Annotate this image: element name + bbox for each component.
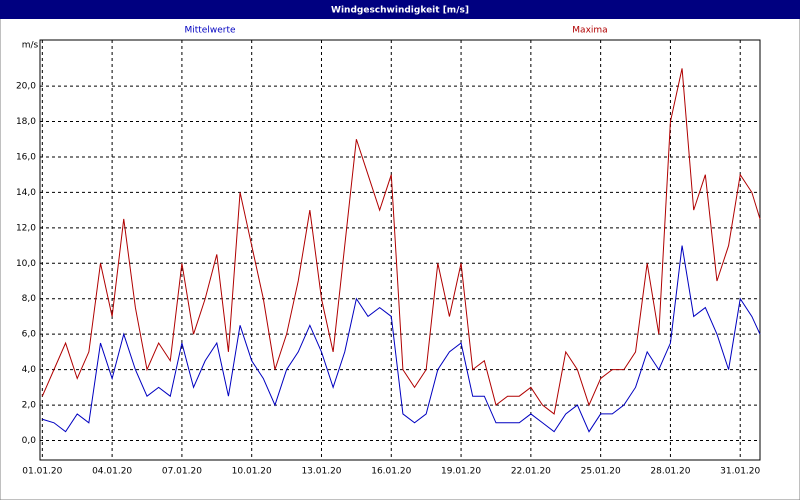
x-tick-label: 25.01.20 [581,467,621,477]
x-tick-label: 01.01.20 [22,467,62,477]
chart-title: Windgeschwindigkeit [m/s] [331,6,469,16]
x-tick-label: 10.01.20 [232,467,272,477]
y-tick-label: 2,0 [22,401,37,411]
series-line [42,245,761,433]
x-tick-label: 31.01.20 [720,467,760,477]
y-tick-label: 12,0 [16,223,36,233]
x-tick-label: 22.01.20 [511,467,551,477]
x-tick-label: 28.01.20 [650,467,690,477]
plot-frame [39,39,761,461]
x-tick-label: 04.01.20 [92,467,132,477]
series-line [41,68,761,415]
y-tick-label: 16,0 [16,152,36,162]
y-tick-label: 8,0 [22,294,37,304]
y-tick-label: 0,0 [22,436,37,446]
title-bar [0,0,800,19]
y-tick-label: 20,0 [16,82,36,92]
y-tick-label: 4,0 [22,365,37,375]
y-tick-label: 14,0 [16,188,36,198]
x-tick-label: 13.01.20 [301,467,341,477]
x-tick-label: 19.01.20 [441,467,481,477]
y-axis-label: m/s [22,41,39,51]
legend-entry: Mittelwerte [184,26,235,36]
x-tick-label: 07.01.20 [162,467,202,477]
legend-entry: Maxima [572,26,607,36]
y-tick-label: 18,0 [16,117,36,127]
x-tick-label: 16.01.20 [371,467,411,477]
y-tick-label: 10,0 [16,259,36,269]
y-tick-label: 6,0 [22,330,37,340]
